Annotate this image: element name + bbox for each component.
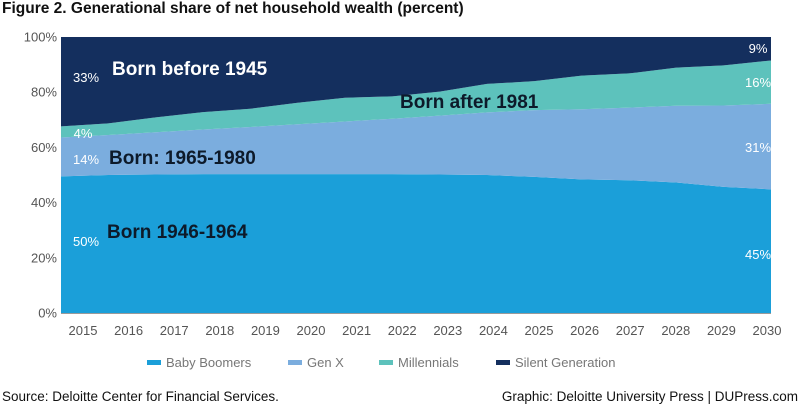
annotation-born-1965-1980: Born: 1965-1980 bbox=[109, 148, 256, 169]
y-tick-label: 60% bbox=[31, 140, 57, 155]
x-tick-label: 2019 bbox=[251, 323, 280, 338]
area-gen-x bbox=[61, 103, 771, 190]
x-tick-label: 2023 bbox=[433, 323, 462, 338]
y-tick-label: 0% bbox=[38, 306, 57, 321]
legend-swatch-gen-x bbox=[288, 360, 302, 365]
legend-swatch-silent-generation bbox=[496, 360, 510, 365]
legend-label-millennials: Millennials bbox=[398, 355, 459, 370]
label-boomers-end: 45% bbox=[745, 247, 771, 262]
x-tick-label: 2030 bbox=[753, 323, 782, 338]
area-silent-generation bbox=[61, 37, 771, 127]
legend-swatch-baby-boomers bbox=[147, 360, 161, 365]
x-tick-label: 2022 bbox=[388, 323, 417, 338]
label-silent-start: 33% bbox=[73, 70, 99, 85]
x-tick-label: 2024 bbox=[479, 323, 508, 338]
label-silent-end: 9% bbox=[749, 41, 768, 56]
annotation-born-after-1981: Born after 1981 bbox=[400, 92, 539, 113]
annotation-born-1946-1964: Born 1946-1964 bbox=[107, 222, 248, 243]
annotation-born-before-1945: Born before 1945 bbox=[112, 59, 268, 80]
legend-label-silent-generation: Silent Generation bbox=[515, 355, 615, 370]
x-tick-label: 2018 bbox=[205, 323, 234, 338]
y-axis: 0% 20% 40% 60% 80% 100% bbox=[24, 30, 58, 321]
y-tick-label: 80% bbox=[31, 85, 57, 100]
legend-swatch-millennials bbox=[379, 360, 393, 365]
legend-label-gen-x: Gen X bbox=[307, 355, 344, 370]
x-tick-label: 2029 bbox=[707, 323, 736, 338]
x-tick-label: 2028 bbox=[661, 323, 690, 338]
label-millennials-start: 4% bbox=[74, 126, 93, 141]
label-boomers-start: 50% bbox=[73, 234, 99, 249]
x-tick-label: 2025 bbox=[525, 323, 554, 338]
graphic-credit: Graphic: Deloitte University Press | DUP… bbox=[501, 389, 798, 404]
x-tick-label: 2026 bbox=[570, 323, 599, 338]
x-axis: 2015 2016 2017 2018 2019 2020 2021 2022 2023 2024… bbox=[61, 313, 782, 338]
chart-title: Figure 2. Generational share of net hous… bbox=[2, 0, 464, 17]
source-note: Source: Deloitte Center for Financial Se… bbox=[2, 389, 279, 404]
x-tick-label: 2017 bbox=[160, 323, 189, 338]
label-genx-start: 14% bbox=[73, 152, 99, 167]
x-tick-label: 2027 bbox=[616, 323, 645, 338]
y-tick-label: 40% bbox=[31, 195, 57, 210]
legend-label-baby-boomers: Baby Boomers bbox=[166, 355, 252, 370]
x-tick-label: 2015 bbox=[69, 323, 98, 338]
label-genx-end: 31% bbox=[745, 140, 771, 155]
y-tick-label: 100% bbox=[24, 30, 58, 45]
area-baby-boomers bbox=[61, 174, 771, 313]
label-millennials-end: 16% bbox=[745, 75, 771, 90]
x-tick-label: 2021 bbox=[342, 323, 371, 338]
area-millennials bbox=[61, 60, 771, 138]
y-tick-label: 20% bbox=[31, 250, 57, 265]
x-tick-label: 2016 bbox=[114, 323, 143, 338]
x-tick-label: 2020 bbox=[297, 323, 326, 338]
legend: Baby Boomers Gen X Millennials Silent Gener… bbox=[147, 355, 615, 370]
area-layers bbox=[61, 37, 771, 313]
